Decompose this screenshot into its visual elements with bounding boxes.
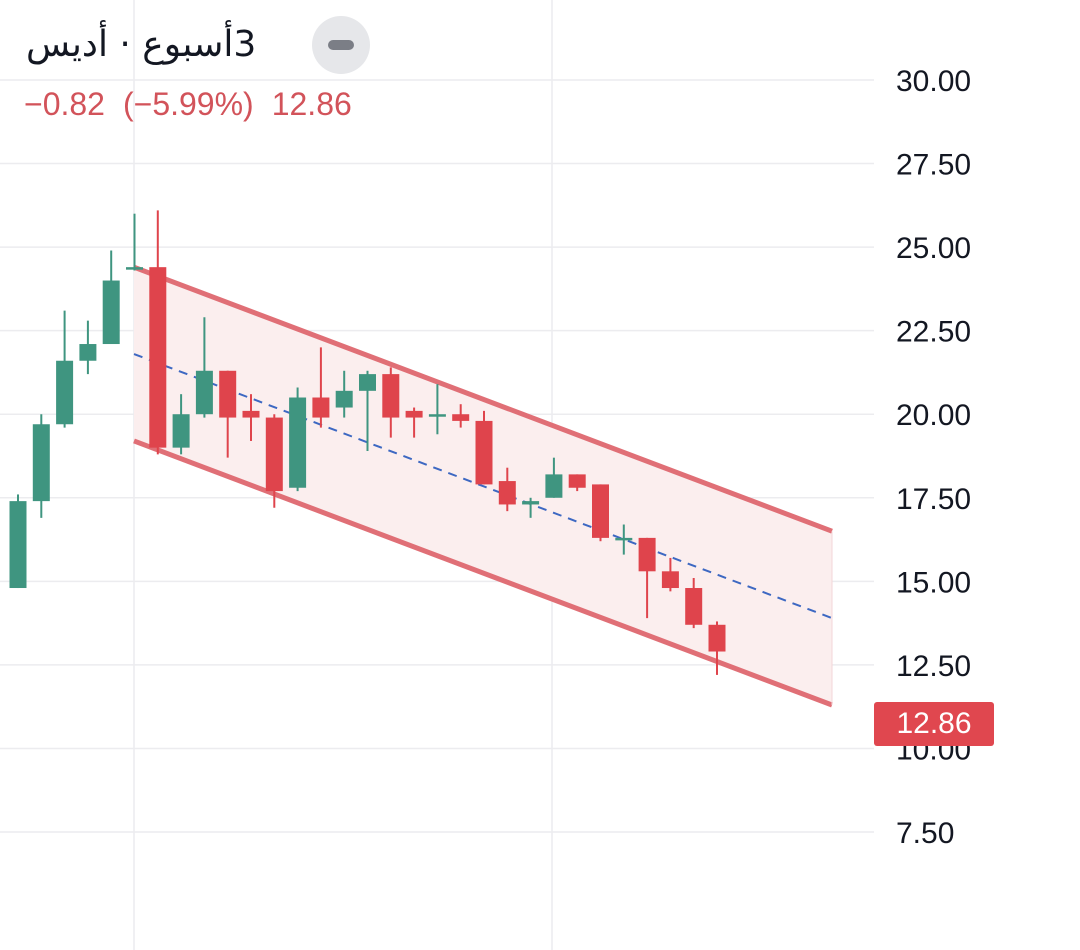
candle-body (335, 390, 353, 408)
last-price: 12.86 (271, 86, 352, 122)
candle-body (382, 374, 400, 418)
candle (592, 484, 609, 542)
candle-body (219, 370, 237, 418)
candle-body (149, 267, 167, 448)
candle-body (475, 420, 493, 485)
candle (79, 320, 97, 375)
candle-body (685, 588, 703, 625)
y-tick-label: 20.00 (896, 399, 971, 432)
candle-body (638, 537, 656, 572)
price-change: −0.82 (24, 86, 105, 122)
y-tick-label: 22.50 (896, 316, 971, 349)
candles (9, 210, 726, 675)
y-tick-label: 30.00 (896, 65, 971, 98)
candle-body (289, 397, 307, 488)
channel-middle-line (133, 353, 833, 620)
candle-body (428, 414, 446, 417)
y-tick-label: 12.50 (896, 650, 971, 683)
candle (32, 414, 50, 518)
candle (568, 474, 586, 492)
price-change-percent: (−5.99%) (122, 86, 254, 122)
candle (172, 394, 190, 455)
candle-body (265, 417, 283, 492)
candle-body (32, 424, 50, 502)
candle (428, 384, 446, 435)
candle-body (9, 501, 27, 589)
candle-body (522, 501, 540, 505)
candle (56, 310, 74, 428)
price-change-row: −0.82 (−5.99%) 12.86 (24, 86, 370, 123)
candle-body (498, 481, 516, 505)
candle-body (56, 360, 74, 425)
channel-lower-line (133, 438, 833, 708)
candle (312, 347, 330, 428)
candle-body (126, 267, 143, 270)
candle (102, 250, 120, 345)
y-tick-label: 25.00 (896, 232, 971, 265)
candle (126, 213, 143, 271)
candle (265, 414, 283, 508)
candle-body (79, 344, 97, 361)
candle-body (102, 280, 120, 345)
candle (195, 317, 213, 418)
candle-body (242, 410, 260, 418)
candle (615, 524, 633, 555)
y-tick-label: 15.00 (896, 566, 971, 599)
candle (9, 494, 27, 589)
candle (219, 370, 237, 458)
candle (638, 537, 656, 619)
candle-body (592, 484, 609, 538)
candle-body (661, 571, 679, 589)
candle (382, 367, 400, 438)
candle-body (568, 474, 586, 488)
candle-body (545, 474, 563, 498)
candle-body (172, 414, 190, 448)
y-axis: 30.00 27.50 25.00 22.50 20.00 17.50 15.00 12.50… (896, 65, 971, 850)
candle (335, 370, 353, 418)
candle (522, 497, 540, 518)
y-tick-label: 7.50 (896, 817, 954, 850)
candle (289, 387, 307, 492)
symbol-title: 3أسبوع · أديس (26, 24, 257, 65)
candle (475, 410, 493, 485)
candle (242, 394, 260, 441)
candle (359, 370, 376, 451)
candle (708, 621, 726, 675)
y-tick-label: 27.50 (896, 149, 971, 182)
candle-body (195, 370, 213, 415)
candle (405, 407, 423, 438)
candle-body (405, 410, 423, 418)
candle (545, 457, 563, 498)
candle-body (708, 624, 726, 652)
candle (149, 210, 167, 455)
collapse-button[interactable] (312, 16, 370, 74)
candle-body (359, 374, 376, 391)
candle-body (312, 397, 330, 418)
candle (685, 577, 703, 629)
candle (452, 404, 470, 428)
last-price-tag: 12.86 (874, 702, 994, 746)
regression-channel (133, 264, 833, 708)
channel-upper-line (133, 264, 833, 534)
y-tick-label: 17.50 (896, 483, 971, 516)
candle-body (615, 537, 633, 541)
candle (661, 557, 679, 592)
minus-icon (328, 40, 354, 50)
candle (498, 467, 516, 512)
candle-body (452, 414, 470, 421)
